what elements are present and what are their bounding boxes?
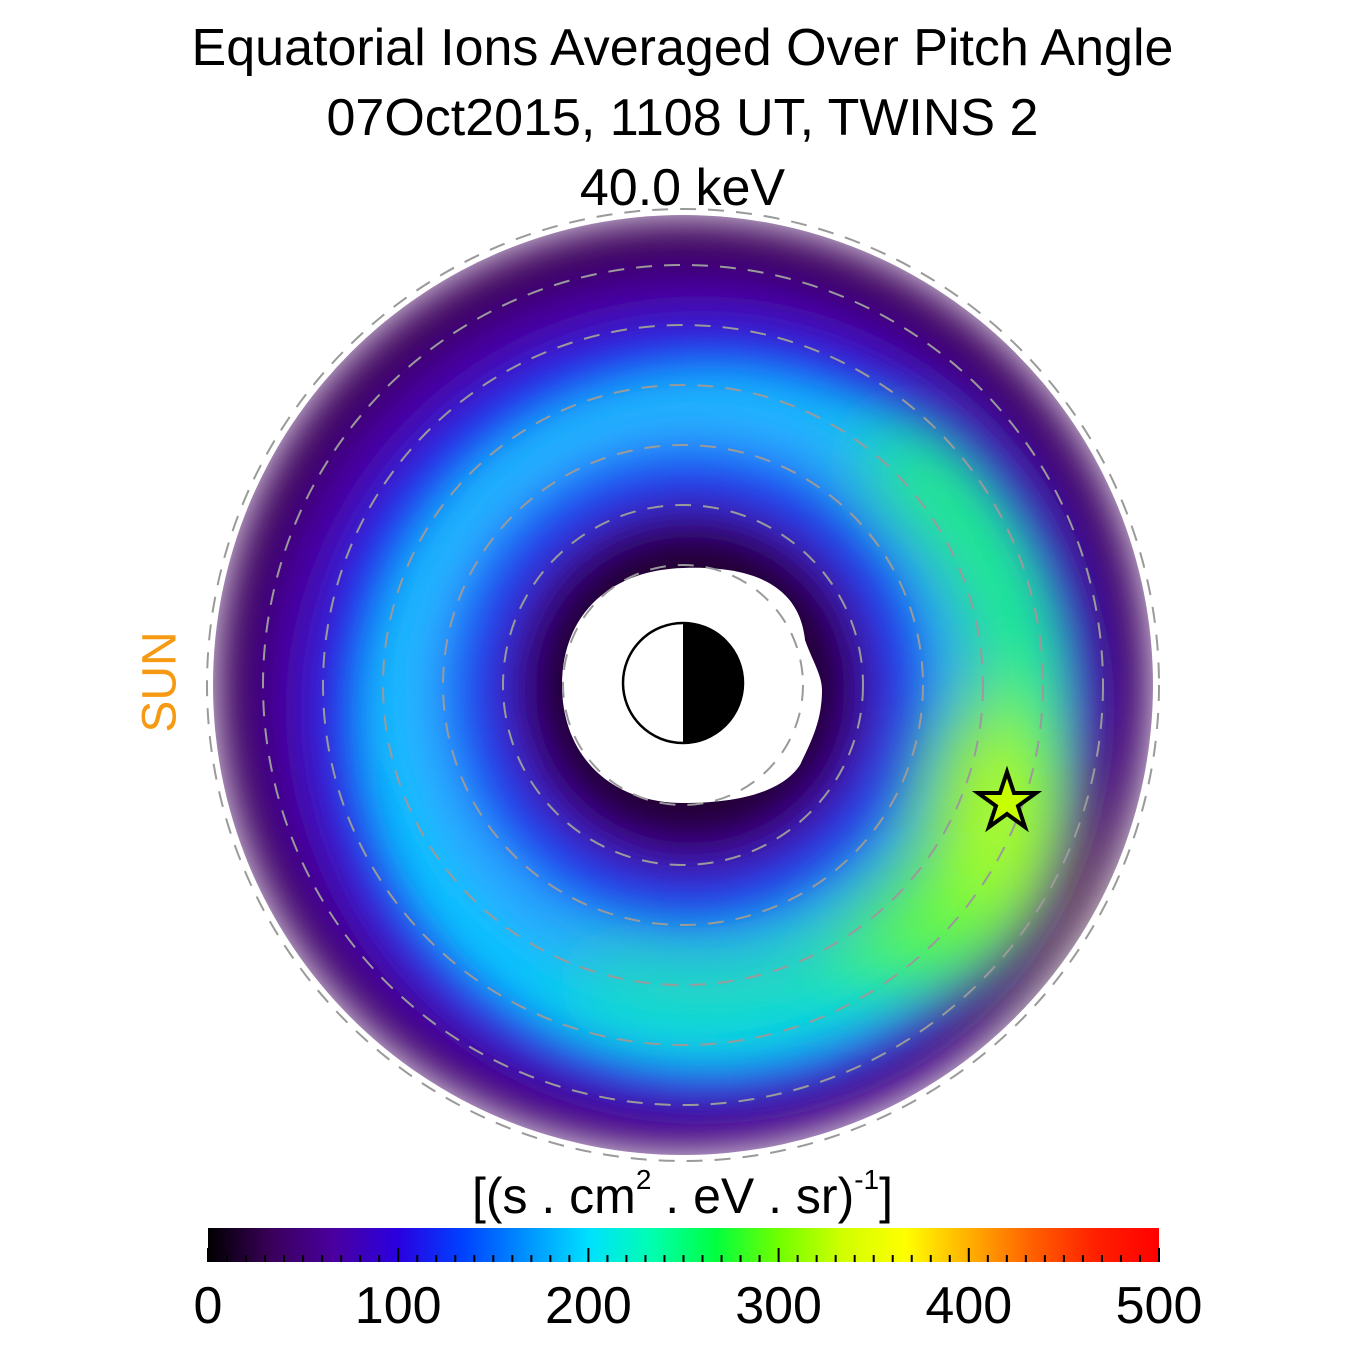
chart-subtitle: 07Oct2015, 1108 UT, TWINS 2 (326, 89, 1039, 147)
chart-title: Equatorial Ions Averaged Over Pitch Angl… (191, 19, 1174, 77)
star-icon (971, 765, 1043, 833)
units-part: [(s . cm (471, 1168, 636, 1224)
colorbar-tick-label: 400 (925, 1277, 1013, 1335)
colorbar-tick-label: 0 (193, 1277, 223, 1335)
colorbar-tick-label: 200 (545, 1277, 632, 1335)
earth-half-shaded-icon (621, 621, 745, 745)
units-part: ] (879, 1168, 894, 1224)
units-part: . eV . sr) (651, 1168, 855, 1224)
units-superscript: 2 (635, 1164, 652, 1195)
colorbar-tick-label: 100 (354, 1277, 442, 1335)
colorbar-ticks (207, 1248, 1160, 1262)
colorbar-tick-label: 300 (735, 1277, 822, 1335)
colorbar-units-label: [(s . cm2 . eV . sr)-1] (0, 1166, 1365, 1225)
colorbar-tick-label: 500 (1115, 1277, 1203, 1335)
energy-label: 40.0 keV (579, 159, 786, 217)
distance-grid (206, 208, 1160, 1162)
units-superscript: -1 (854, 1164, 880, 1195)
